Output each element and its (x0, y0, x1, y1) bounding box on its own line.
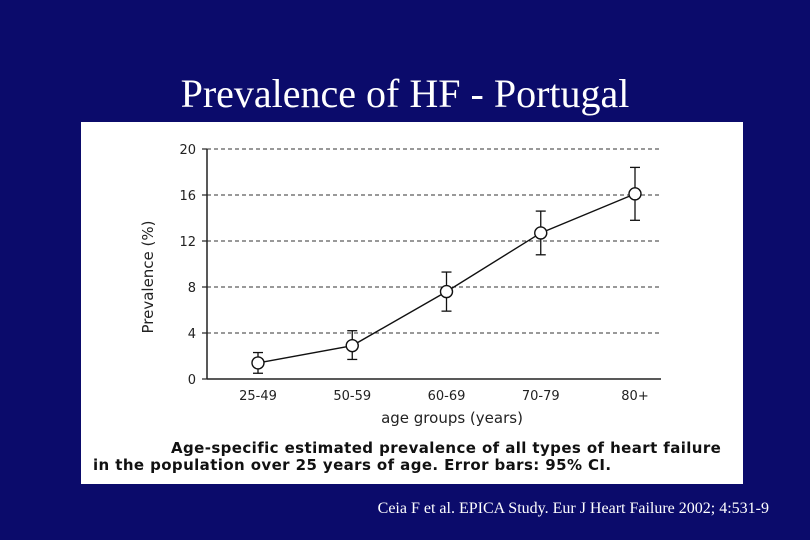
y-tick-label: 4 (188, 327, 196, 342)
y-tick-label: 20 (179, 143, 196, 158)
x-tick-label: 80+ (621, 389, 648, 404)
data-point (628, 187, 642, 201)
x-tick-label: 70-79 (522, 389, 560, 404)
x-tick-label: 60-69 (428, 389, 466, 404)
x-axis-label: age groups (years) (381, 409, 523, 427)
citation: Ceia F et al. EPICA Study. Eur J Heart F… (377, 500, 769, 517)
caption-line-2: in the population over 25 years of age. … (93, 456, 612, 474)
figure-caption: Age-specific estimated prevalence of all… (93, 440, 733, 474)
y-tick-label: 0 (188, 373, 196, 388)
y-tick-label: 16 (179, 189, 196, 204)
data-point (534, 226, 548, 240)
x-tick-label: 50-59 (333, 389, 371, 404)
caption-line-1: Age-specific estimated prevalence of all… (171, 439, 722, 457)
prevalence-chart: 0 4 8 12 16 20 25-49 50-59 60-69 70-79 80+ age grou… (139, 143, 661, 427)
y-tick-label: 8 (188, 281, 196, 296)
data-point (251, 356, 265, 370)
y-tick-label: 12 (179, 235, 196, 250)
figure-panel: 0 4 8 12 16 20 25-49 50-59 60-69 70-79 80+ age grou… (81, 122, 743, 484)
data-point (345, 338, 359, 353)
y-axis-label: Prevalence (%) (139, 220, 157, 333)
data-point (439, 284, 454, 299)
x-tick-label: 25-49 (239, 389, 277, 404)
slide-title: Prevalence of HF - Portugal (180, 71, 630, 116)
